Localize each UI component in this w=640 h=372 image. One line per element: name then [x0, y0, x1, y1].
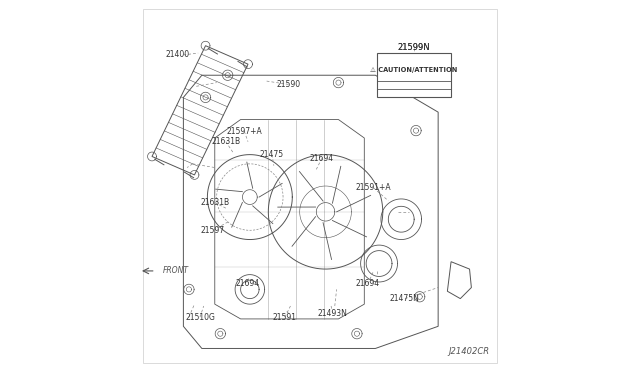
- Text: J21402CR: J21402CR: [449, 347, 490, 356]
- Text: 21597: 21597: [201, 226, 225, 235]
- Text: 21631B: 21631B: [200, 198, 229, 207]
- Text: 21590: 21590: [276, 80, 301, 89]
- Text: 21400: 21400: [166, 51, 190, 60]
- Text: 21694: 21694: [356, 279, 380, 288]
- Text: 21591: 21591: [273, 312, 297, 321]
- Text: 21599N: 21599N: [398, 43, 431, 52]
- Text: 21599N: 21599N: [398, 43, 431, 52]
- Text: 21597+A: 21597+A: [227, 127, 262, 136]
- Text: 21475: 21475: [260, 150, 284, 159]
- Text: 21493N: 21493N: [318, 309, 348, 318]
- Text: 21475N: 21475N: [390, 294, 420, 303]
- Text: 21591+A: 21591+A: [356, 183, 391, 192]
- Text: 21510G: 21510G: [185, 312, 215, 321]
- Text: 21631B: 21631B: [211, 137, 241, 146]
- Text: ⚠ CAUTION/ATTENTION: ⚠ CAUTION/ATTENTION: [371, 67, 458, 73]
- Text: 21694: 21694: [236, 279, 260, 288]
- FancyBboxPatch shape: [377, 53, 451, 97]
- Text: FRONT: FRONT: [163, 266, 189, 275]
- Text: 21694: 21694: [310, 154, 334, 163]
